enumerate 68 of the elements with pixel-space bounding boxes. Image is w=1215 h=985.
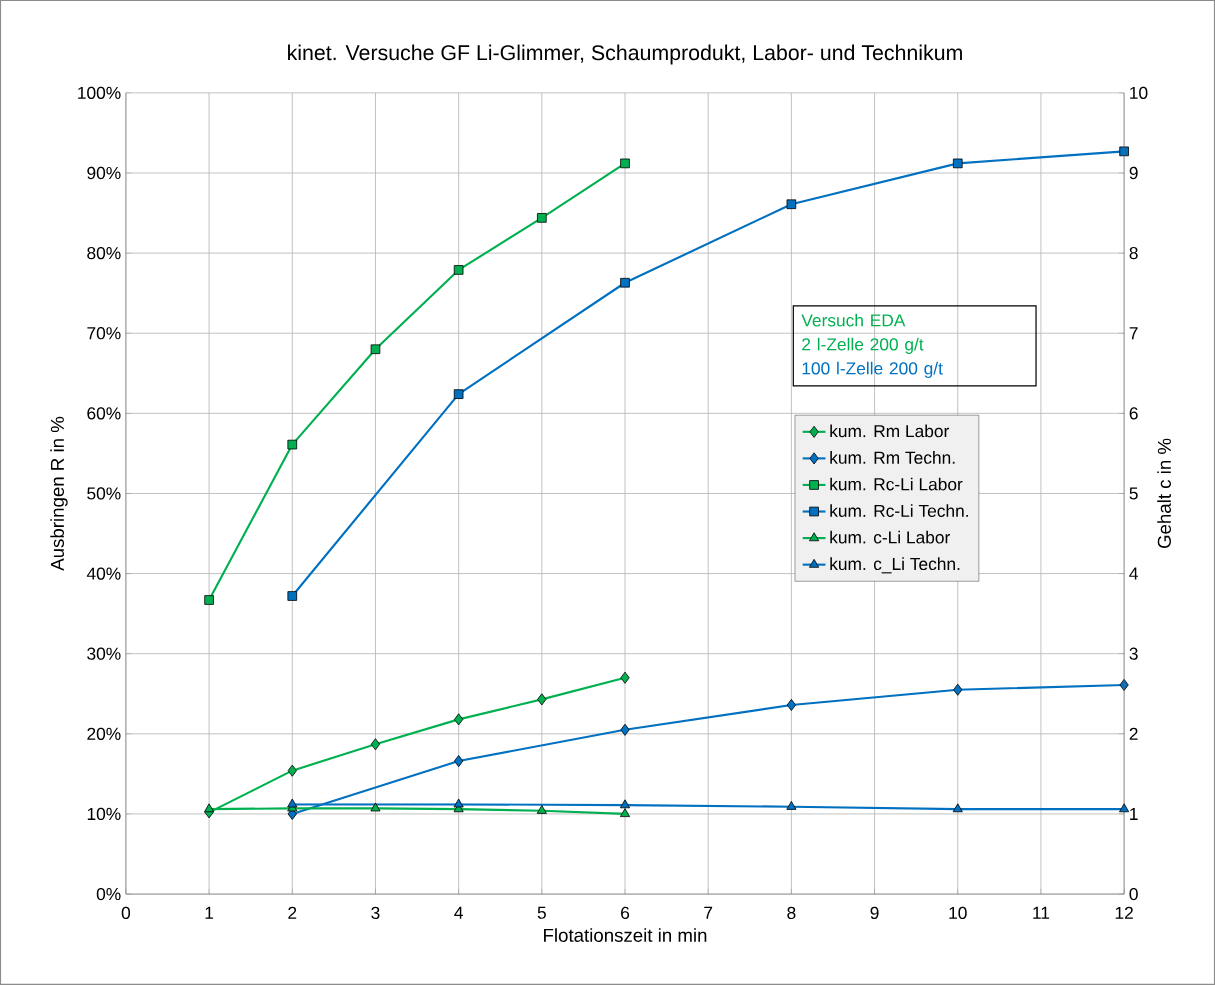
point xyxy=(454,713,464,726)
y2-tick-label: 7 xyxy=(1129,327,1138,340)
y2-tick-label: 5 xyxy=(1129,487,1138,500)
legend-label: kum. c_Li Techn. xyxy=(830,557,960,574)
point xyxy=(537,693,547,706)
point xyxy=(454,755,464,768)
x-tick-label: 8 xyxy=(787,906,796,920)
y2-tick-label: 1 xyxy=(1130,808,1138,820)
y2-tick-label: 0 xyxy=(1129,887,1138,901)
y-tick-label: 80% xyxy=(87,247,121,260)
x-tick-label: 0 xyxy=(121,906,131,920)
point xyxy=(786,199,797,210)
point xyxy=(537,213,547,223)
point xyxy=(370,344,381,355)
annotation: Versuch EDA xyxy=(801,313,906,327)
chart-title: kinet. Versuche GF Li-Glimmer, Schaumprodukt, Labor- und Technikum xyxy=(288,44,962,65)
point xyxy=(952,158,963,169)
point xyxy=(620,671,630,684)
y-tick-label: 90% xyxy=(87,166,121,180)
y-tick-label: 20% xyxy=(87,727,121,740)
y2-tick-label: 6 xyxy=(1129,407,1138,420)
x-tick-label: 9 xyxy=(870,906,879,920)
point xyxy=(786,699,796,711)
legend-label: kum. Rm Techn. xyxy=(830,451,955,464)
x-tick-label: 7 xyxy=(704,906,713,919)
y2-axis-title: Gehalt c in % xyxy=(1157,438,1171,549)
point xyxy=(620,723,630,736)
y-axis-title: Ausbringen R in % xyxy=(50,416,68,571)
legend-label: kum. c-Li Labor xyxy=(830,530,950,544)
y2-tick-label: 8 xyxy=(1129,247,1138,260)
point xyxy=(370,738,381,751)
x-tick-label: 4 xyxy=(454,906,463,919)
x-tick-label: 3 xyxy=(371,906,380,920)
y2-tick-label: 9 xyxy=(1129,166,1138,180)
y-tick-label: 0% xyxy=(96,887,121,901)
y-tick-label: 30% xyxy=(87,647,121,660)
point xyxy=(453,265,464,275)
y2-tick-label: 2 xyxy=(1129,727,1138,740)
point xyxy=(287,439,298,450)
x-tick-label: 12 xyxy=(1115,906,1133,919)
annotation: 100 l-Zelle 200 g/t xyxy=(802,361,943,378)
x-axis-title: Flotationszeit in min xyxy=(544,928,707,942)
y-tick-label: 70% xyxy=(87,327,121,340)
x-tick-label: 1 xyxy=(205,906,214,919)
x-tick-label: 2 xyxy=(288,906,297,919)
point xyxy=(287,764,297,777)
legend-label: kum. Rm Labor xyxy=(830,424,950,438)
y-tick-label: 60% xyxy=(87,407,121,420)
y-tick-label: 10% xyxy=(87,807,121,821)
x-tick-label: 5 xyxy=(537,906,546,919)
point xyxy=(287,591,298,601)
y2-tick-label: 4 xyxy=(1129,567,1138,580)
y-tick-label: 50% xyxy=(87,487,121,500)
point xyxy=(453,389,464,399)
legend-label: kum. Rc-Li Techn. xyxy=(830,504,968,517)
point xyxy=(620,277,630,288)
legend-label: kum. Rc-Li Labor xyxy=(830,477,963,491)
y-tick-label: 40% xyxy=(86,567,121,580)
point xyxy=(204,595,214,605)
y2-tick-label: 3 xyxy=(1129,647,1138,660)
x-tick-label: 10 xyxy=(949,906,967,920)
x-tick-label: 11 xyxy=(1033,906,1050,919)
annotation: 2 l-Zelle 200 g/t xyxy=(802,337,924,354)
y2-tick-label: 10 xyxy=(1130,86,1148,100)
point xyxy=(953,683,963,696)
x-tick-label: 6 xyxy=(621,906,630,920)
point xyxy=(620,158,630,169)
y-tick-label: 100% xyxy=(78,86,121,100)
